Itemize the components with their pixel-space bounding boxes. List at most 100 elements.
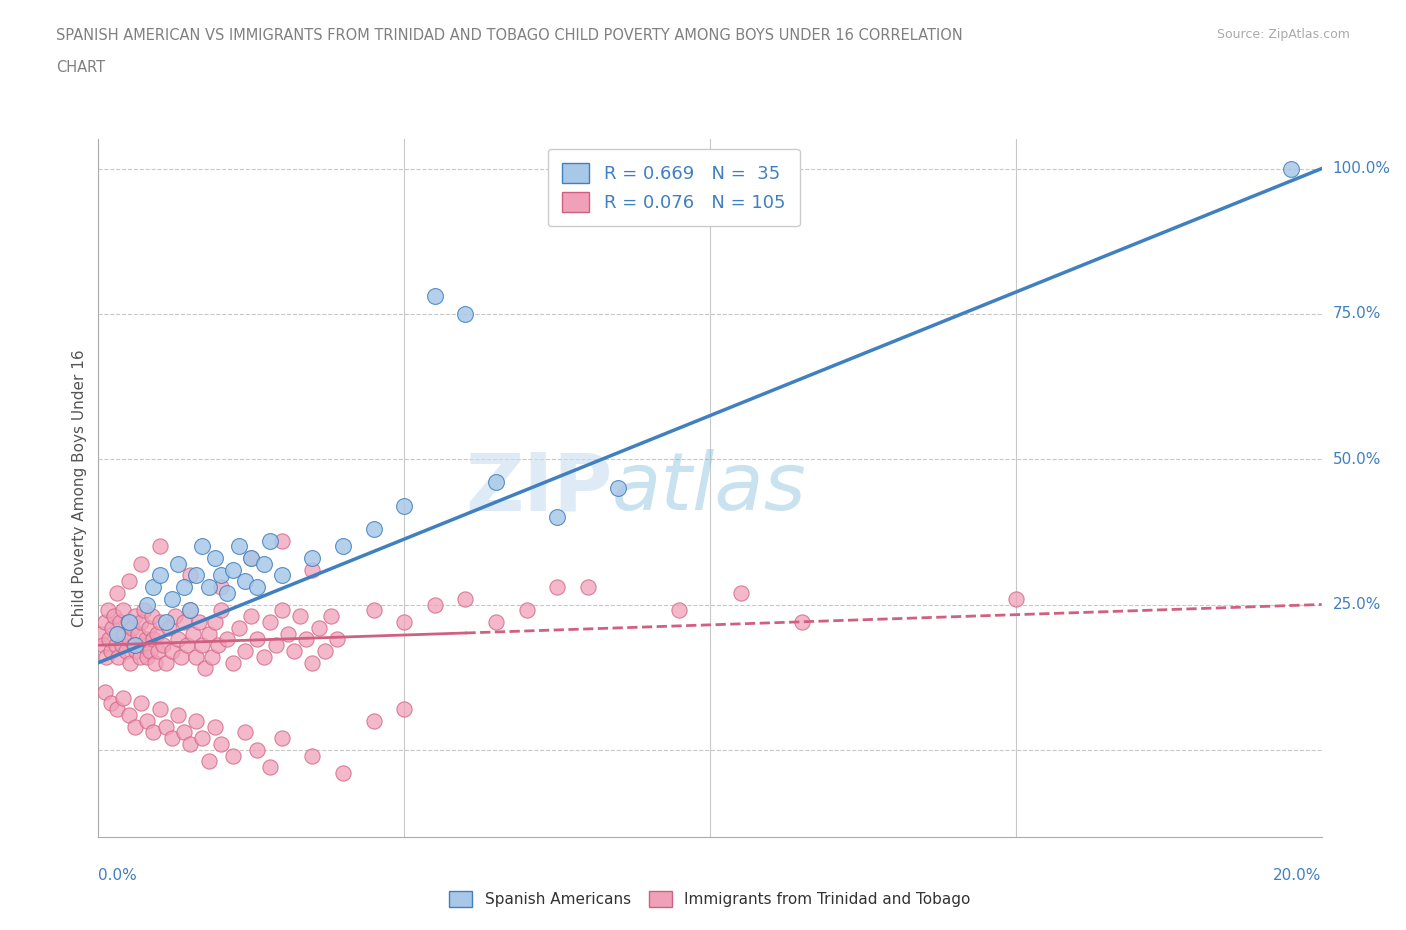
Point: [790, 615, 813, 630]
Point: [607, 481, 630, 496]
Point: [363, 603, 385, 618]
Point: [423, 289, 446, 304]
Point: [129, 556, 152, 571]
Point: [152, 638, 174, 653]
Point: [209, 737, 232, 751]
Point: [100, 696, 122, 711]
Point: [209, 603, 232, 618]
Point: [145, 626, 167, 641]
Point: [233, 644, 256, 658]
Point: [111, 690, 134, 705]
Point: [181, 626, 204, 641]
Point: [125, 644, 148, 658]
Point: [246, 579, 269, 594]
Point: [326, 632, 349, 647]
Point: [209, 579, 232, 594]
Point: [516, 603, 538, 618]
Point: [240, 551, 263, 565]
Point: [392, 498, 416, 513]
Text: 20.0%: 20.0%: [1274, 868, 1322, 883]
Point: [105, 586, 128, 601]
Point: [207, 638, 229, 653]
Point: [124, 609, 146, 624]
Point: [246, 742, 269, 757]
Text: 0.0%: 0.0%: [98, 868, 138, 883]
Point: [142, 579, 165, 594]
Point: [191, 539, 214, 554]
Point: [252, 649, 274, 664]
Text: ZIP: ZIP: [465, 449, 612, 527]
Point: [103, 609, 125, 624]
Point: [160, 731, 183, 746]
Point: [160, 591, 183, 606]
Point: [270, 533, 294, 548]
Point: [197, 754, 219, 769]
Point: [228, 539, 250, 554]
Point: [104, 638, 127, 653]
Point: [138, 620, 160, 635]
Point: [576, 579, 599, 594]
Point: [121, 620, 143, 635]
Point: [118, 708, 141, 723]
Point: [301, 562, 323, 577]
Point: [124, 719, 146, 734]
Point: [204, 719, 226, 734]
Point: [141, 609, 163, 624]
Point: [170, 649, 193, 664]
Point: [363, 713, 385, 728]
Text: 100.0%: 100.0%: [1333, 161, 1391, 176]
Point: [730, 586, 752, 601]
Point: [160, 644, 183, 658]
Point: [129, 615, 152, 630]
Point: [134, 603, 156, 618]
Point: [107, 649, 129, 664]
Point: [118, 615, 141, 630]
Point: [252, 556, 274, 571]
Point: [129, 696, 152, 711]
Point: [301, 551, 323, 565]
Point: [149, 539, 172, 554]
Point: [105, 701, 128, 716]
Point: [186, 568, 208, 583]
Point: [149, 568, 172, 583]
Point: [149, 615, 172, 630]
Point: [173, 579, 195, 594]
Point: [233, 725, 256, 740]
Point: [215, 632, 238, 647]
Point: [111, 603, 134, 618]
Point: [120, 655, 142, 670]
Point: [485, 475, 508, 490]
Point: [259, 533, 281, 548]
Point: [186, 713, 208, 728]
Point: [111, 638, 134, 653]
Point: [332, 765, 354, 780]
Point: [179, 568, 201, 583]
Point: [270, 603, 294, 618]
Point: [149, 701, 172, 716]
Point: [136, 713, 159, 728]
Point: [392, 701, 416, 716]
Point: [259, 615, 281, 630]
Point: [240, 609, 263, 624]
Text: SPANISH AMERICAN VS IMMIGRANTS FROM TRINIDAD AND TOBAGO CHILD POVERTY AMONG BOYS: SPANISH AMERICAN VS IMMIGRANTS FROM TRIN…: [56, 28, 963, 43]
Point: [93, 684, 115, 699]
Point: [270, 731, 294, 746]
Point: [392, 615, 416, 630]
Point: [228, 620, 250, 635]
Point: [188, 615, 211, 630]
Point: [163, 609, 186, 624]
Point: [122, 638, 145, 653]
Point: [264, 638, 287, 653]
Point: [233, 574, 256, 589]
Point: [277, 626, 299, 641]
Point: [167, 708, 190, 723]
Point: [117, 615, 139, 630]
Point: [191, 731, 214, 746]
Point: [148, 644, 170, 658]
Point: [308, 620, 330, 635]
Point: [112, 626, 135, 641]
Point: [204, 615, 226, 630]
Text: Source: ZipAtlas.com: Source: ZipAtlas.com: [1216, 28, 1350, 41]
Text: 75.0%: 75.0%: [1333, 306, 1381, 322]
Point: [259, 760, 281, 775]
